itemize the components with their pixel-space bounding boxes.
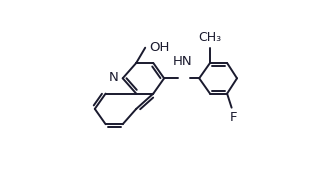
Text: OH: OH <box>150 41 170 54</box>
Text: HN: HN <box>172 55 192 68</box>
Text: N: N <box>109 71 118 84</box>
Text: CH₃: CH₃ <box>198 31 221 44</box>
Text: F: F <box>230 111 237 124</box>
